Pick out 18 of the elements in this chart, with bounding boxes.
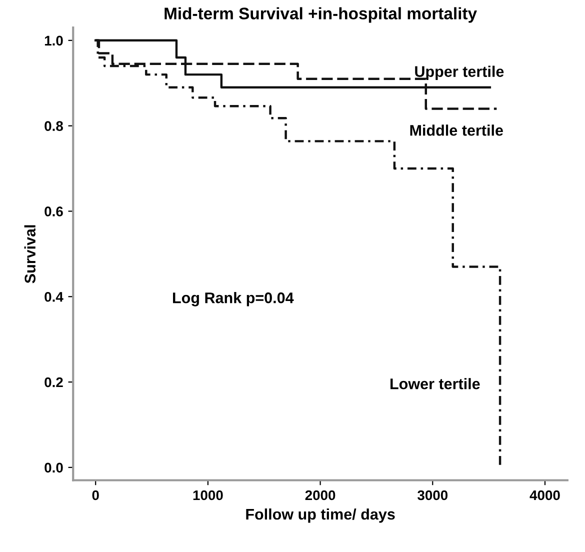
- x-tick-label: 4000: [530, 490, 560, 500]
- y-axis-title: Survival: [24, 225, 36, 284]
- y-tick-label: 0.0: [44, 462, 63, 473]
- x-axis-title: Follow up time/ days: [246, 508, 395, 523]
- y-tick-label: 0.4: [44, 292, 64, 302]
- annotation: Middle tertile: [410, 124, 503, 136]
- annotation: Log Rank p=0.04: [173, 292, 294, 306]
- chart-title: Mid-term Survival +in-hospital mortality: [164, 7, 477, 23]
- y-tick-label: 1.0: [44, 36, 63, 46]
- x-tick-label: 3000: [418, 490, 448, 500]
- x-tick-label: 2000: [305, 490, 336, 500]
- annotation: Upper tertile: [415, 66, 504, 80]
- y-tick-label: 0.2: [44, 377, 63, 388]
- annotation: Lower tertile: [390, 378, 480, 390]
- y-tick-label: 0.8: [44, 121, 63, 131]
- x-tick-label: 0: [92, 490, 99, 500]
- y-tick-label: 0.6: [44, 206, 63, 216]
- x-tick-label: 1000: [193, 490, 223, 500]
